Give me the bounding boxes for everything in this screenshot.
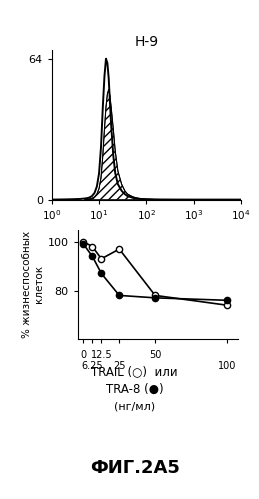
Text: TRAIL (○)  или: TRAIL (○) или bbox=[91, 365, 178, 378]
Text: 50: 50 bbox=[149, 350, 161, 360]
Title: H-9: H-9 bbox=[134, 35, 159, 49]
Text: 6.25: 6.25 bbox=[82, 361, 103, 371]
Text: 25: 25 bbox=[113, 361, 126, 371]
Text: 12.5: 12.5 bbox=[91, 350, 112, 360]
Text: 100: 100 bbox=[218, 361, 236, 371]
Text: ФИГ.2А5: ФИГ.2А5 bbox=[90, 459, 180, 477]
Text: TRA-8 (●): TRA-8 (●) bbox=[106, 383, 163, 396]
Text: % жизнеспособных
клеток: % жизнеспособных клеток bbox=[22, 231, 44, 338]
Text: (нг/мл): (нг/мл) bbox=[114, 402, 155, 412]
Text: 0: 0 bbox=[80, 350, 87, 360]
